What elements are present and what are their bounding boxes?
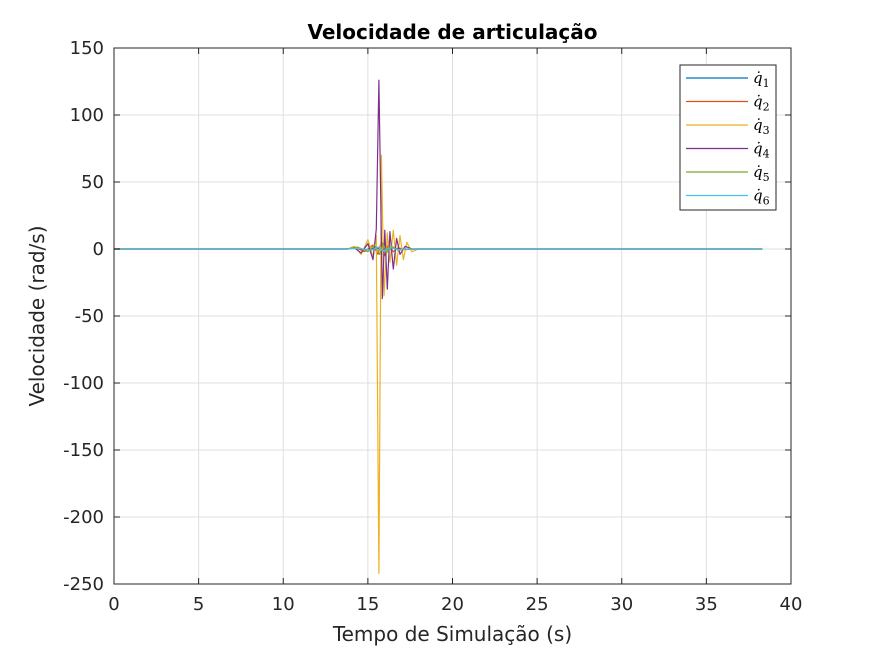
- series-line-q4: [114, 79, 763, 300]
- x-tick-label: 30: [610, 594, 633, 615]
- x-tick-label: 20: [441, 594, 464, 615]
- x-tick-label: 40: [780, 594, 803, 615]
- legend-label-subscript: 2: [763, 101, 770, 114]
- legend-label-q2: q̇2: [753, 93, 770, 114]
- legend-label-base: q̇: [753, 187, 763, 205]
- y-tick-label: 0: [93, 239, 104, 260]
- x-tick-label: 0: [108, 594, 119, 615]
- legend-label-base: q̇: [753, 116, 763, 134]
- y-tick-label: -150: [63, 440, 104, 461]
- y-tick-label: 50: [81, 172, 104, 193]
- legend-label-base: q̇: [753, 93, 763, 111]
- legend-label-base: q̇: [753, 69, 763, 87]
- y-tick-label: -250: [63, 574, 104, 595]
- legend-label-subscript: 6: [763, 195, 770, 208]
- y-tick-label: 100: [70, 105, 104, 126]
- x-tick-label: 5: [193, 594, 204, 615]
- legend-label-q5: q̇5: [753, 163, 770, 184]
- legend-box: [679, 64, 777, 211]
- y-tick-label: -50: [75, 306, 104, 327]
- y-tick-label: -100: [63, 373, 104, 394]
- legend: q̇1q̇2q̇3q̇4q̇5q̇6: [679, 64, 777, 211]
- x-tick-label: 35: [695, 594, 718, 615]
- ticks: 0 5 10 15 20 25 30 35 40-250-200-150-100-5005010…: [63, 38, 802, 615]
- legend-label-base: q̇: [753, 140, 763, 158]
- legend-label-base: q̇: [753, 163, 763, 181]
- x-tick-label: 15: [356, 594, 379, 615]
- x-axis-title: Tempo de Simulação (s): [332, 622, 572, 646]
- legend-label-subscript: 4: [763, 148, 770, 161]
- legend-label-subscript: 5: [763, 171, 770, 184]
- y-axis-title: Velocidade (rad/s): [25, 225, 49, 406]
- series-layer: [114, 79, 763, 574]
- legend-label-q3: q̇3: [753, 116, 770, 137]
- y-tick-label: -200: [63, 507, 104, 528]
- chart-title: Velocidade de articulação: [307, 20, 597, 44]
- legend-label-subscript: 1: [763, 77, 770, 90]
- legend-label-subscript: 3: [763, 124, 770, 137]
- series-line-q6: [114, 246, 763, 252]
- legend-label-q4: q̇4: [753, 140, 770, 161]
- x-tick-label: 25: [526, 594, 549, 615]
- legend-label-q6: q̇6: [753, 187, 770, 208]
- y-tick-label: 150: [70, 38, 104, 59]
- x-tick-label: 10: [272, 594, 295, 615]
- legend-label-q1: q̇1: [753, 69, 770, 90]
